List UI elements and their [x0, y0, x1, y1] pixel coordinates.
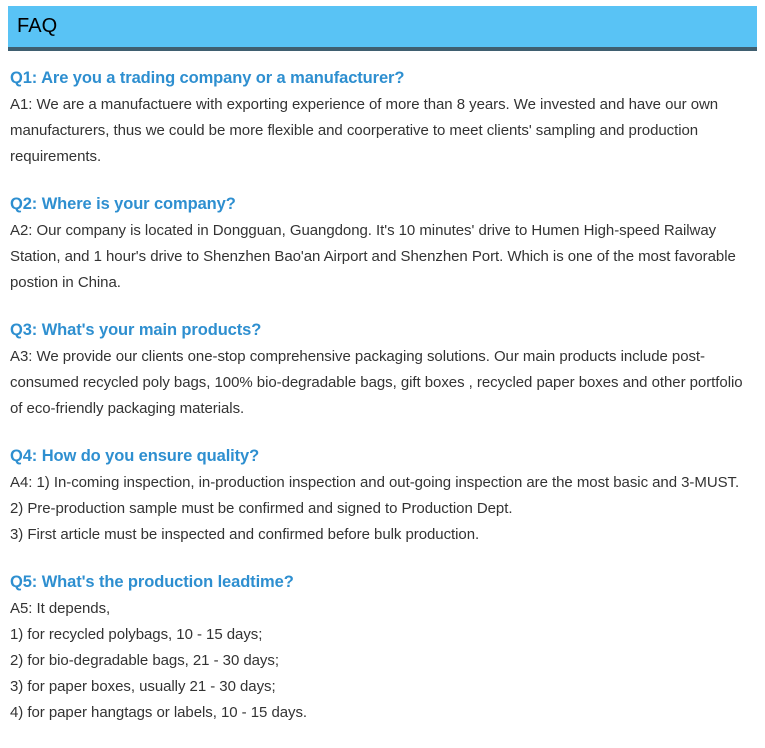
- faq-question-q4: Q4: How do you ensure quality?: [10, 447, 260, 465]
- faq-list: Q1: Are you a trading company or a manuf…: [10, 66, 755, 726]
- faq-item-q5: Q5: What's the production leadtime? A5: …: [10, 570, 755, 726]
- faq-answer-line: 4) for paper hangtags or labels, 10 - 15…: [10, 704, 308, 721]
- faq-question-q3: Q3: What's your main products?: [10, 321, 262, 339]
- faq-item-q1: Q1: Are you a trading company or a manuf…: [10, 66, 755, 170]
- faq-answer-line: 1) for recycled polybags, 10 - 15 days;: [10, 626, 263, 643]
- faq-answer-line: A5: It depends,: [10, 600, 111, 617]
- faq-answer-line: A3: We provide our clients one-stop comp…: [10, 348, 743, 417]
- faq-question-q5: Q5: What's the production leadtime?: [10, 573, 294, 591]
- faq-question-q2: Q2: Where is your company?: [10, 195, 236, 213]
- faq-banner-title: FAQ: [17, 15, 58, 37]
- faq-banner: FAQ: [8, 6, 757, 51]
- faq-item-q4: Q4: How do you ensure quality? A4: 1) In…: [10, 444, 755, 548]
- faq-item-q2: Q2: Where is your company? A2: Our compa…: [10, 192, 755, 296]
- faq-answer-line: 2) for bio-degradable bags, 21 - 30 days…: [10, 652, 279, 669]
- faq-answer-line: A1: We are a manufactuere with exporting…: [10, 96, 719, 165]
- faq-answer-line: 3) for paper boxes, usually 21 - 30 days…: [10, 678, 276, 695]
- faq-question-q1: Q1: Are you a trading company or a manuf…: [10, 69, 405, 87]
- faq-answer-line: 2) Pre-production sample must be confirm…: [10, 500, 513, 517]
- faq-answer-q4: A4: 1) In-coming inspection, in-producti…: [10, 470, 755, 548]
- faq-item-q3: Q3: What's your main products? A3: We pr…: [10, 318, 755, 422]
- faq-answer-line: A4: 1) In-coming inspection, in-producti…: [10, 474, 740, 491]
- faq-answer-q1: A1: We are a manufactuere with exporting…: [10, 92, 755, 170]
- faq-answer-q5: A5: It depends, 1) for recycled polybags…: [10, 596, 755, 726]
- faq-answer-line: A2: Our company is located in Dongguan, …: [10, 222, 736, 291]
- faq-answer-line: 3) First article must be inspected and c…: [10, 526, 480, 543]
- faq-answer-q3: A3: We provide our clients one-stop comp…: [10, 344, 755, 422]
- faq-answer-q2: A2: Our company is located in Dongguan, …: [10, 218, 755, 296]
